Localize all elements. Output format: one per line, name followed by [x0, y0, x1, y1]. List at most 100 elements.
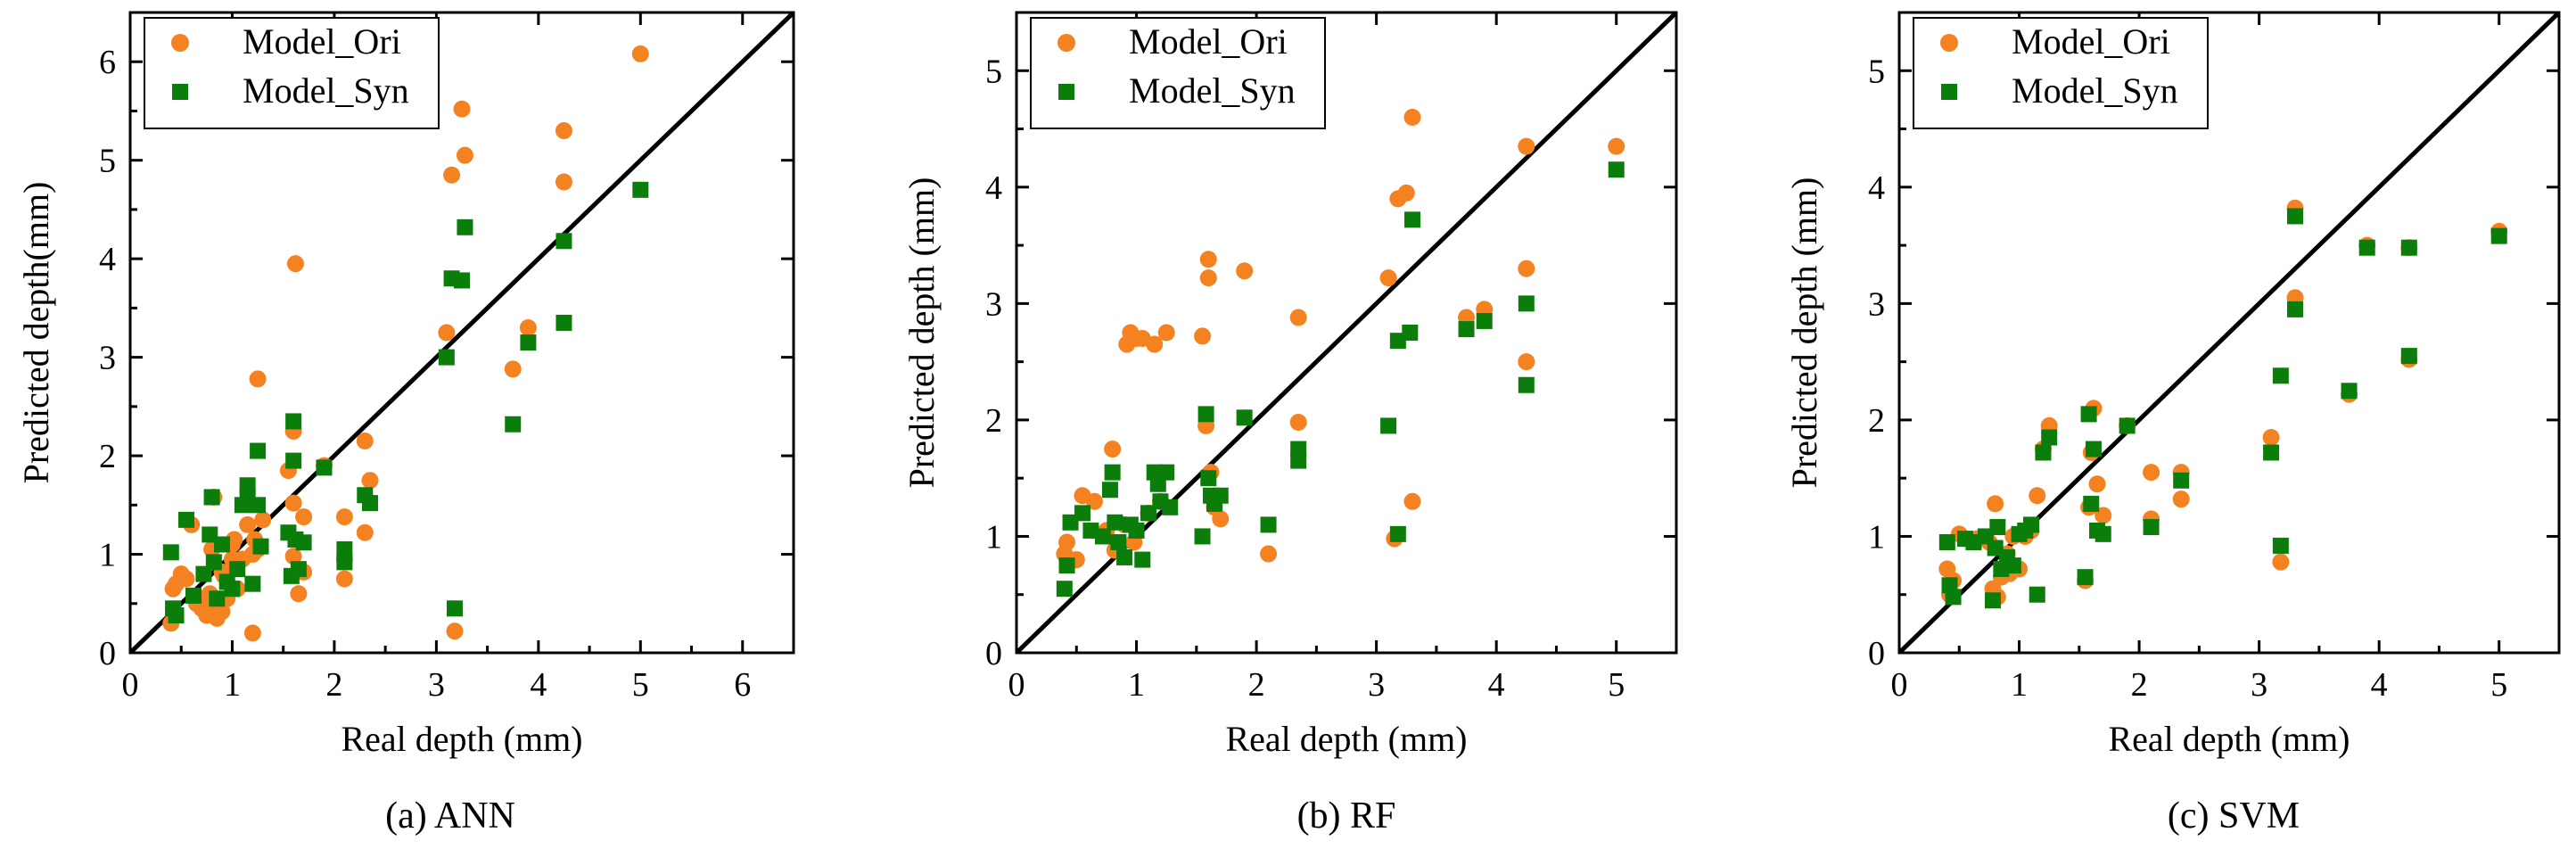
data-point-syn — [2041, 429, 2058, 446]
data-point-syn — [1608, 161, 1625, 178]
data-point-ori — [356, 523, 374, 541]
data-point-syn — [1074, 505, 1090, 522]
data-point-syn — [239, 477, 256, 494]
data-point-syn — [361, 495, 378, 512]
data-point-syn — [185, 587, 202, 604]
x-tick-label: 5 — [1608, 666, 1625, 704]
legend-marker-ori — [1058, 34, 1075, 52]
data-point-ori — [443, 166, 461, 184]
data-point-ori — [1157, 324, 1175, 342]
data-point-syn — [1402, 325, 1419, 341]
panel-caption: (a) ANN — [385, 795, 515, 837]
data-point-syn — [1476, 312, 1493, 329]
data-point-ori — [438, 324, 456, 342]
data-point-ori — [1987, 495, 2004, 513]
x-tick-label: 4 — [1488, 666, 1505, 704]
data-point-syn — [2400, 348, 2417, 365]
data-point-syn — [1989, 519, 2006, 536]
data-point-syn — [214, 536, 231, 553]
data-point-syn — [1107, 514, 1123, 531]
data-point-ori — [555, 173, 572, 191]
x-tick-label: 5 — [632, 666, 649, 704]
y-tick-label: 4 — [99, 241, 116, 278]
legend-box — [1030, 17, 1326, 129]
data-point-ori — [1104, 441, 1122, 458]
data-point-syn — [2272, 367, 2289, 384]
data-point-syn — [1938, 533, 1955, 550]
x-tick-label: 2 — [2131, 666, 2148, 704]
data-point-syn — [162, 544, 179, 561]
data-point-ori — [284, 494, 302, 512]
data-point-syn — [2077, 569, 2094, 586]
legend-label-ori: Model_Ori — [2012, 21, 2170, 62]
data-point-syn — [1056, 581, 1073, 598]
data-point-syn — [1194, 528, 1211, 545]
x-tick-label: 1 — [1128, 666, 1145, 704]
data-point-ori — [1260, 545, 1278, 563]
data-point-syn — [2358, 239, 2375, 256]
x-axis-title: Real depth (mm) — [341, 719, 582, 759]
data-point-syn — [2287, 208, 2303, 225]
data-point-syn — [1404, 211, 1420, 228]
data-point-syn — [1945, 589, 1962, 606]
data-point-ori — [1608, 137, 1625, 155]
data-point-syn — [2173, 472, 2190, 489]
data-point-syn — [2029, 586, 2045, 603]
data-point-syn — [224, 581, 241, 598]
data-point-syn — [252, 538, 269, 555]
plot-frame — [128, 11, 795, 655]
data-point-ori — [213, 603, 231, 621]
y-tick-label: 2 — [99, 438, 116, 475]
data-point-ori — [504, 360, 522, 378]
y-tick-label: 1 — [1868, 518, 1885, 556]
data-point-ori — [361, 472, 379, 490]
data-point-syn — [1260, 516, 1277, 533]
data-point-syn — [446, 600, 463, 617]
y-tick-label: 0 — [99, 635, 116, 672]
data-point-ori — [243, 624, 261, 642]
data-point-syn — [556, 314, 572, 331]
data-point-ori — [284, 548, 302, 565]
data-point-syn — [556, 233, 572, 250]
data-point-syn — [2143, 519, 2160, 536]
data-point-syn — [336, 541, 353, 558]
data-point-syn — [295, 534, 312, 551]
data-point-syn — [290, 561, 307, 578]
data-point-syn — [2272, 537, 2289, 554]
data-point-syn — [177, 511, 194, 528]
data-point-syn — [1116, 548, 1133, 565]
y-tick-label: 3 — [985, 285, 1002, 323]
data-point-syn — [2080, 406, 2097, 423]
data-point-ori — [2088, 475, 2106, 493]
data-point-syn — [244, 575, 261, 592]
chart-panel-3: 0 1 2 3 4 5 0 1 2 3 4 5 Real depth (mm) Predicted dep… — [1784, 11, 2561, 837]
data-point-syn — [1200, 470, 1217, 487]
y-tick-label: 0 — [985, 635, 1002, 672]
x-tick-label: 4 — [530, 666, 547, 704]
x-tick-label: 3 — [2251, 666, 2267, 704]
data-point-syn — [1212, 487, 1229, 504]
data-point-syn — [1197, 406, 1214, 423]
x-tick-label: 2 — [325, 666, 342, 704]
data-point-syn — [1290, 452, 1307, 469]
data-point-syn — [2263, 444, 2280, 461]
data-point-ori — [286, 255, 304, 273]
data-point-syn — [1162, 499, 1179, 515]
data-point-syn — [2004, 557, 2021, 574]
x-tick-label: 0 — [1008, 666, 1025, 704]
data-point-ori — [1146, 335, 1164, 353]
y-tick-label: 5 — [99, 143, 116, 180]
data-point-ori — [2143, 464, 2160, 482]
x-tick-label: 1 — [2011, 666, 2028, 704]
data-point-syn — [2023, 516, 2039, 533]
data-point-syn — [2287, 301, 2303, 317]
data-point-ori — [631, 45, 649, 62]
data-point-ori — [177, 570, 195, 588]
x-axis-title: Real depth (mm) — [2108, 719, 2350, 759]
chart-panel-1: 0 1 2 3 4 5 6 0 1 2 3 4 5 6 Real depth (mm) Predicted d… — [16, 11, 795, 837]
data-point-ori — [2272, 553, 2290, 571]
y-axis-title: Predicted depth (mm) — [901, 177, 942, 489]
plot-frame — [1897, 11, 2561, 655]
chart-panel-2: 0 1 2 3 4 5 0 1 2 3 4 5 Real depth (mm) Predicted dep… — [901, 11, 1678, 837]
data-point-syn — [1128, 522, 1145, 539]
